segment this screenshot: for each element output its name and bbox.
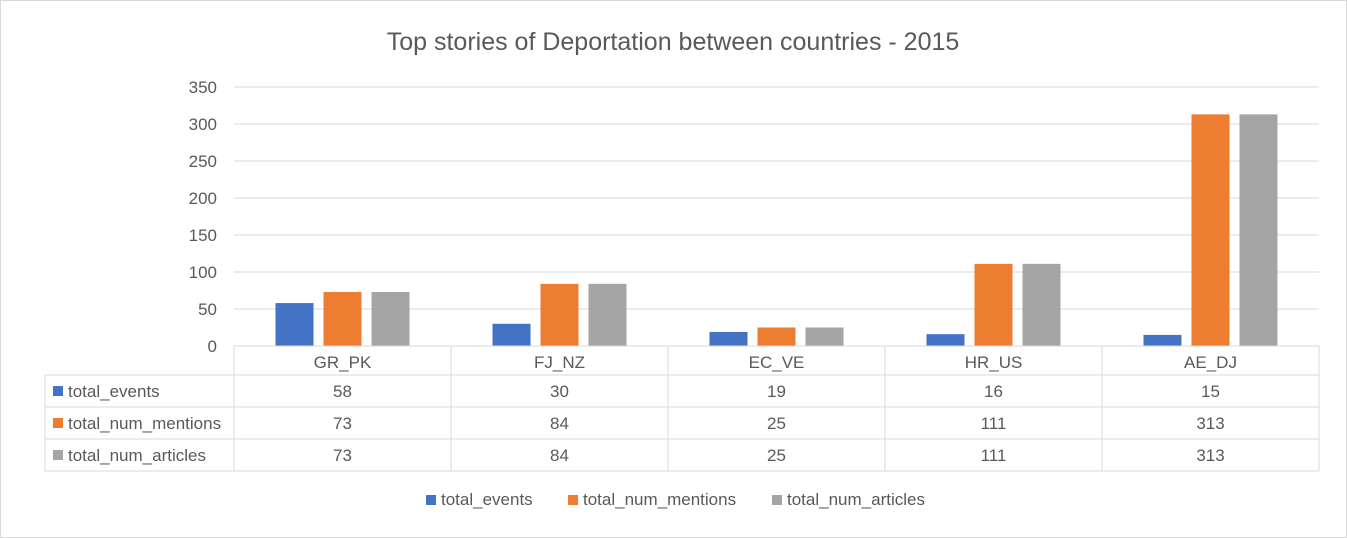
category-label: EC_VE (749, 353, 805, 372)
legend-label: total_num_articles (787, 490, 925, 509)
legend-label: total_events (441, 490, 533, 509)
y-axis-ticks: 0 50 100 150 200 250 300 350 (189, 78, 217, 356)
bar-total-events-fj-nz (492, 323, 531, 346)
legend: total_events total_num_mentions total_num_… (426, 490, 925, 509)
table-cell: 19 (767, 382, 786, 401)
bar-total-num-mentions-ae-dj (1191, 114, 1230, 346)
row-label: total_num_articles (68, 446, 206, 465)
table-cell: 313 (1196, 446, 1224, 465)
table-cell: 84 (550, 446, 569, 465)
legend-key-total-num-articles (772, 495, 782, 505)
row-key-total-events (53, 386, 63, 396)
bar-total-num-mentions-fj-nz (540, 283, 579, 346)
row-label: total_events (68, 382, 160, 401)
table-cell: 111 (981, 414, 1007, 433)
table-cell: 25 (767, 414, 786, 433)
bar-total-num-mentions-gr-pk (323, 291, 362, 346)
table-cell: 16 (984, 382, 1003, 401)
y-tick-label: 50 (198, 300, 217, 319)
y-tick-label: 200 (189, 189, 217, 208)
row-key-total-num-mentions (53, 418, 63, 428)
bar-total-events-ec-ve (709, 331, 748, 346)
legend-label: total_num_mentions (583, 490, 736, 509)
bars (275, 114, 1278, 346)
y-tick-label: 150 (189, 226, 217, 245)
table-cell: 15 (1201, 382, 1220, 401)
y-tick-label: 0 (208, 337, 217, 356)
y-tick-label: 350 (189, 78, 217, 97)
chart-title: Top stories of Deportation between count… (387, 28, 960, 56)
category-label: HR_US (965, 353, 1023, 372)
bar-total-num-articles-hr-us (1022, 263, 1061, 346)
bar-total-num-articles-ae-dj (1239, 114, 1278, 346)
legend-key-total-events (426, 495, 436, 505)
table-cell: 25 (767, 446, 786, 465)
y-tick-label: 250 (189, 152, 217, 171)
row-key-total-num-articles (53, 450, 63, 460)
y-tick-label: 300 (189, 115, 217, 134)
bar-total-events-ae-dj (1143, 334, 1182, 346)
table-cell: 73 (333, 446, 352, 465)
table-cell: 58 (333, 382, 352, 401)
table-cell: 30 (550, 382, 569, 401)
row-label: total_num_mentions (68, 414, 221, 433)
table-cell: 111 (981, 446, 1007, 465)
category-label: GR_PK (314, 353, 372, 372)
bar-total-events-hr-us (926, 334, 965, 346)
bar-total-num-mentions-hr-us (974, 263, 1013, 346)
bar-total-num-articles-gr-pk (371, 291, 410, 346)
legend-key-total-num-mentions (568, 495, 578, 505)
y-tick-label: 100 (189, 263, 217, 282)
table-cell: 84 (550, 414, 569, 433)
category-label: AE_DJ (1184, 353, 1237, 372)
gridlines (234, 86, 1319, 310)
data-table: GR_PK FJ_NZ EC_VE HR_US AE_DJ total_events 58 3… (44, 345, 1320, 472)
bar-total-events-gr-pk (275, 303, 314, 346)
table-cell: 313 (1196, 414, 1224, 433)
bar-total-num-mentions-ec-ve (757, 327, 796, 346)
bar-total-num-articles-ec-ve (805, 327, 844, 346)
bar-total-num-articles-fj-nz (588, 283, 627, 346)
category-label: FJ_NZ (534, 353, 585, 372)
table-cell: 73 (333, 414, 352, 433)
